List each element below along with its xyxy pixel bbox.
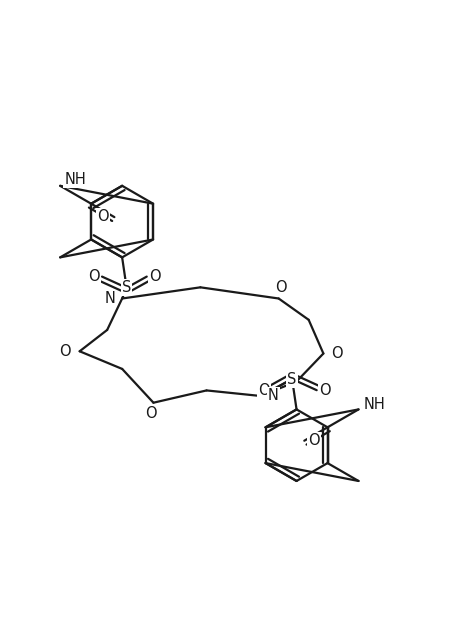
Text: O: O bbox=[258, 382, 270, 398]
Text: O: O bbox=[308, 433, 320, 448]
Text: O: O bbox=[331, 346, 342, 361]
Text: S: S bbox=[122, 280, 131, 295]
Text: N: N bbox=[104, 291, 115, 306]
Text: O: O bbox=[59, 344, 71, 359]
Text: S: S bbox=[288, 372, 297, 387]
Text: O: O bbox=[145, 406, 157, 422]
Text: NH: NH bbox=[65, 172, 86, 187]
Text: O: O bbox=[149, 269, 161, 284]
Text: NH: NH bbox=[364, 396, 386, 411]
Text: N: N bbox=[268, 389, 279, 403]
Text: O: O bbox=[319, 382, 331, 398]
Text: O: O bbox=[97, 209, 109, 224]
Text: O: O bbox=[275, 280, 287, 295]
Text: O: O bbox=[88, 269, 100, 284]
